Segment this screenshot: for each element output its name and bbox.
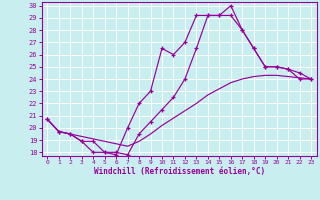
X-axis label: Windchill (Refroidissement éolien,°C): Windchill (Refroidissement éolien,°C) bbox=[94, 167, 265, 176]
